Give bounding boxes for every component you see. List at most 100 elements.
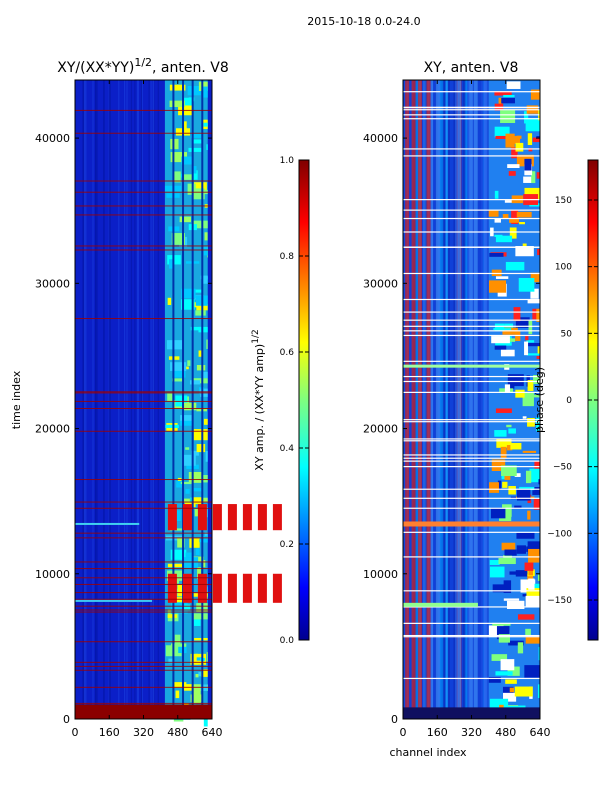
heatmap-row-line bbox=[75, 686, 212, 688]
heatmap-row-line bbox=[75, 605, 212, 607]
colorbar-tick-label: 0.8 bbox=[280, 252, 295, 262]
heatmap-cell bbox=[515, 142, 524, 152]
heatmap-cell bbox=[204, 232, 208, 241]
heatmap-row-line bbox=[75, 583, 212, 585]
heatmap-cell bbox=[522, 416, 527, 419]
heatmap-cell bbox=[489, 566, 505, 578]
heatmap-cell bbox=[183, 174, 195, 180]
heatmap-row-line bbox=[75, 205, 212, 207]
heatmap-cell bbox=[536, 355, 540, 360]
heatmap-cell bbox=[203, 535, 208, 543]
heatmap-cell bbox=[509, 218, 520, 223]
heatmap-streak bbox=[108, 80, 110, 719]
heatmap-row-line bbox=[403, 148, 540, 150]
heatmap-streak bbox=[134, 80, 136, 719]
heatmap-cell bbox=[180, 481, 192, 485]
heatmap-cell bbox=[524, 341, 529, 356]
colorbar-tick-label: 0.2 bbox=[280, 540, 294, 550]
heatmap-cell bbox=[526, 340, 535, 343]
heatmap-row-line bbox=[75, 400, 212, 402]
heatmap-cell bbox=[527, 380, 534, 392]
heatmap-cell bbox=[516, 488, 531, 501]
heatmap-cell bbox=[206, 144, 208, 150]
heatmap-cell bbox=[505, 133, 515, 148]
heatmap-row-line bbox=[403, 217, 540, 220]
heatmap-cell bbox=[193, 614, 201, 626]
colorbar-tick-label: −50 bbox=[553, 463, 572, 473]
heatmap-cell bbox=[198, 350, 203, 357]
heatmap-row-line bbox=[75, 665, 212, 667]
heatmap-cell bbox=[506, 445, 513, 451]
heatmap-block bbox=[182, 573, 192, 603]
heatmap-cell bbox=[536, 172, 540, 179]
heatmap-cell bbox=[503, 94, 515, 98]
heatmap-cell bbox=[538, 646, 540, 661]
xtick-label: 640 bbox=[530, 726, 551, 739]
heatmap-row-line bbox=[75, 669, 212, 671]
heatmap-row-line bbox=[403, 556, 540, 558]
xtick-label: 0 bbox=[72, 726, 79, 739]
xtick-label: 160 bbox=[99, 726, 120, 739]
heatmap-cell bbox=[494, 126, 510, 138]
heatmap-cell bbox=[531, 171, 536, 184]
colorbar-tick-label: −100 bbox=[547, 529, 572, 539]
heatmap-row-line bbox=[75, 641, 212, 643]
heatmap-cell bbox=[519, 486, 535, 491]
heatmap-row-line bbox=[75, 537, 212, 539]
heatmap-row-line bbox=[403, 677, 540, 680]
heatmap-row-line bbox=[75, 214, 212, 216]
heatmap-cell bbox=[508, 485, 516, 495]
heatmap-cell bbox=[174, 634, 181, 645]
heatmap-row-line bbox=[403, 360, 540, 362]
ytick-label: 10000 bbox=[35, 568, 70, 581]
heatmap-cell bbox=[507, 164, 520, 169]
heatmap-cell bbox=[180, 420, 193, 426]
heatmap-cell bbox=[187, 302, 203, 308]
heatmap-streak bbox=[468, 80, 472, 719]
heatmap-block bbox=[257, 504, 267, 531]
heatmap-cell bbox=[193, 613, 208, 620]
heatmap-streak bbox=[82, 80, 84, 719]
heatmap-cell bbox=[537, 684, 540, 698]
heatmap-streak-red bbox=[405, 80, 410, 719]
heatmap-streak bbox=[96, 80, 98, 719]
heatmap-cell bbox=[488, 280, 507, 293]
heatmap-cell bbox=[529, 468, 540, 483]
heatmap-streak bbox=[118, 80, 120, 719]
heatmap-cell bbox=[536, 136, 540, 140]
heatmap-block bbox=[227, 504, 237, 531]
heatmap-row-line bbox=[75, 191, 212, 193]
heatmap-cell bbox=[168, 658, 173, 664]
heatmap-cell bbox=[181, 156, 193, 165]
heatmap-cell bbox=[524, 562, 534, 571]
heatmap-row-line bbox=[403, 107, 540, 109]
heatmap-block bbox=[257, 573, 267, 603]
heatmap-cell bbox=[516, 211, 532, 218]
heatmap-row-line bbox=[403, 454, 540, 456]
heatmap-cell bbox=[526, 588, 540, 597]
heatmap-row-line bbox=[403, 421, 540, 423]
panel-amplitude-xticks: 0 160 320 480 640 bbox=[72, 80, 223, 739]
heatmap-cell bbox=[196, 444, 206, 453]
ytick-label: 20000 bbox=[363, 423, 398, 436]
heatmap-cell bbox=[193, 684, 201, 695]
heatmap-streak bbox=[457, 80, 462, 719]
heatmap-cell bbox=[180, 415, 192, 421]
heatmap-cell bbox=[489, 252, 504, 257]
heatmap-block bbox=[272, 504, 282, 531]
heatmap-cell bbox=[527, 417, 535, 427]
heatmap-streak bbox=[148, 80, 150, 719]
heatmap-cell bbox=[203, 86, 208, 98]
heatmap-cell bbox=[525, 470, 532, 484]
heatmap-cell bbox=[508, 171, 516, 176]
heatmap-row-line bbox=[75, 392, 212, 394]
heatmap-cell bbox=[200, 275, 208, 280]
heatmap-cell bbox=[495, 135, 510, 139]
panel-phase: XY, anten. V8 0 160 320 480 640 0 10000 20000 3… bbox=[363, 60, 551, 759]
colorbar-tick-label: 0.4 bbox=[280, 444, 295, 454]
heatmap-cell bbox=[176, 597, 186, 605]
heatmap-cell bbox=[201, 669, 208, 677]
heatmap-row-line bbox=[403, 375, 540, 378]
heatmap-streak bbox=[126, 80, 128, 719]
heatmap-cell bbox=[513, 307, 521, 322]
